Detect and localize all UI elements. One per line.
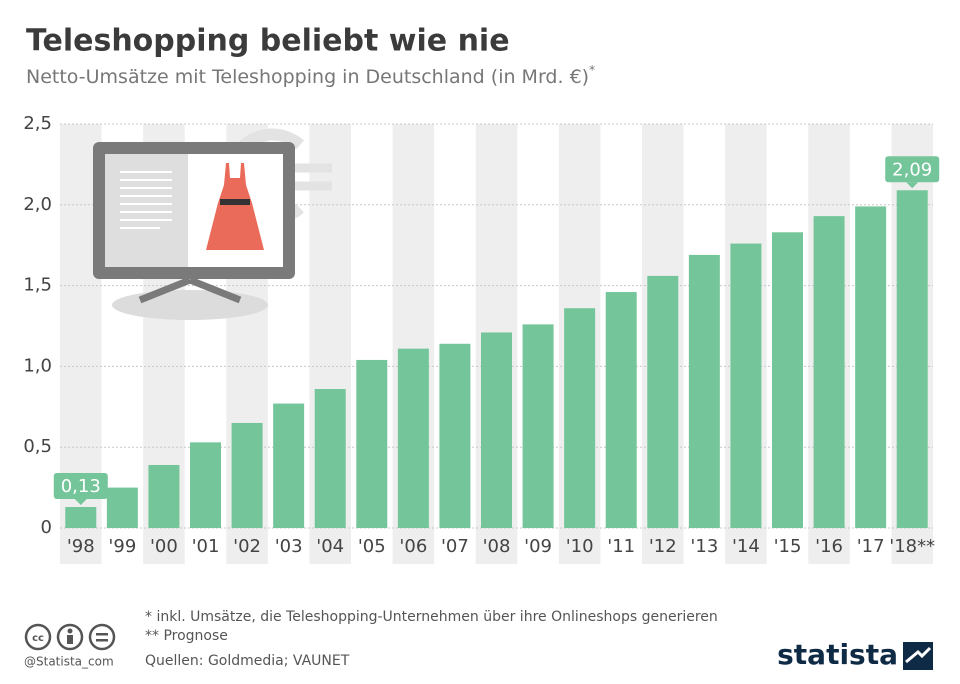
footnote: * inkl. Umsätze, die Teleshopping-Untern… <box>145 609 718 625</box>
bar <box>896 190 928 529</box>
brand: statista <box>777 638 898 671</box>
subtitle-text: Netto-Umsätze mit Teleshopping in Deutsc… <box>26 66 589 88</box>
footnote: ** Prognose <box>145 628 228 644</box>
y-tick-label: 0,5 <box>23 436 52 457</box>
chart-subtitle: Netto-Umsätze mit Teleshopping in Deutsc… <box>26 63 595 88</box>
y-tick-label: 2,0 <box>23 194 52 215</box>
bar <box>273 403 305 528</box>
x-tick-label: '02 <box>233 536 261 557</box>
value-label-box <box>885 156 940 183</box>
x-tick-label: '05 <box>358 536 386 557</box>
value-label-box <box>53 472 108 499</box>
value-label-pointer <box>906 182 919 189</box>
footer: cc @Statista_com * inkl. Umsätze, die Te… <box>24 609 933 671</box>
x-tick-label: '00 <box>150 536 178 557</box>
value-label-pointer <box>74 498 87 505</box>
y-tick-label: 1,0 <box>23 355 52 376</box>
value-label: 2,09 <box>892 159 932 180</box>
source: Quellen: Goldmedia; VAUNET <box>145 653 350 669</box>
bar <box>855 206 887 528</box>
y-tick-label: 2,5 <box>23 113 52 134</box>
svg-text:cc: cc <box>32 633 44 644</box>
x-tick-label: '15 <box>774 536 802 557</box>
y-tick-label: 1,5 <box>23 275 52 296</box>
value-label: 0,13 <box>61 476 101 497</box>
x-tick-label: '99 <box>108 536 136 557</box>
x-tick-label: '18** <box>889 536 935 557</box>
x-tick-label: '01 <box>192 536 220 557</box>
bar <box>730 243 762 529</box>
bar <box>148 464 180 528</box>
bar <box>314 389 346 528</box>
bar <box>356 359 388 528</box>
bar <box>481 332 512 528</box>
x-tick-label: '14 <box>732 536 760 557</box>
bar <box>106 487 138 528</box>
x-tick-label: '13 <box>690 536 718 557</box>
bar <box>564 308 596 528</box>
tv-illustration <box>93 128 332 320</box>
x-tick-label: '12 <box>649 536 677 557</box>
x-tick-label: '07 <box>441 536 469 557</box>
bar <box>190 442 221 528</box>
bar <box>65 506 97 528</box>
bar <box>439 343 471 528</box>
subtitle-note: * <box>589 63 595 77</box>
bar <box>647 275 679 528</box>
x-tick-label: '04 <box>316 536 344 557</box>
x-tick-label: '06 <box>399 536 427 557</box>
x-tick-label: '10 <box>566 536 594 557</box>
x-tick-label: '98 <box>67 536 95 557</box>
bar <box>522 324 554 528</box>
bar <box>397 348 429 528</box>
bar <box>688 254 720 528</box>
x-tick-label: '08 <box>483 536 511 557</box>
bar <box>605 292 637 528</box>
bar <box>813 216 845 528</box>
y-tick-label: 0 <box>41 517 52 538</box>
x-tick-label: '09 <box>524 536 552 557</box>
chart-title: Teleshopping beliebt wie nie <box>26 24 510 59</box>
x-tick-label: '11 <box>607 536 635 557</box>
bar <box>772 232 803 528</box>
bar <box>231 422 263 528</box>
x-tick-label: '17 <box>857 536 885 557</box>
x-tick-label: '03 <box>275 536 303 557</box>
handle: @Statista_com <box>24 655 114 669</box>
x-tick-label: '16 <box>815 536 843 557</box>
